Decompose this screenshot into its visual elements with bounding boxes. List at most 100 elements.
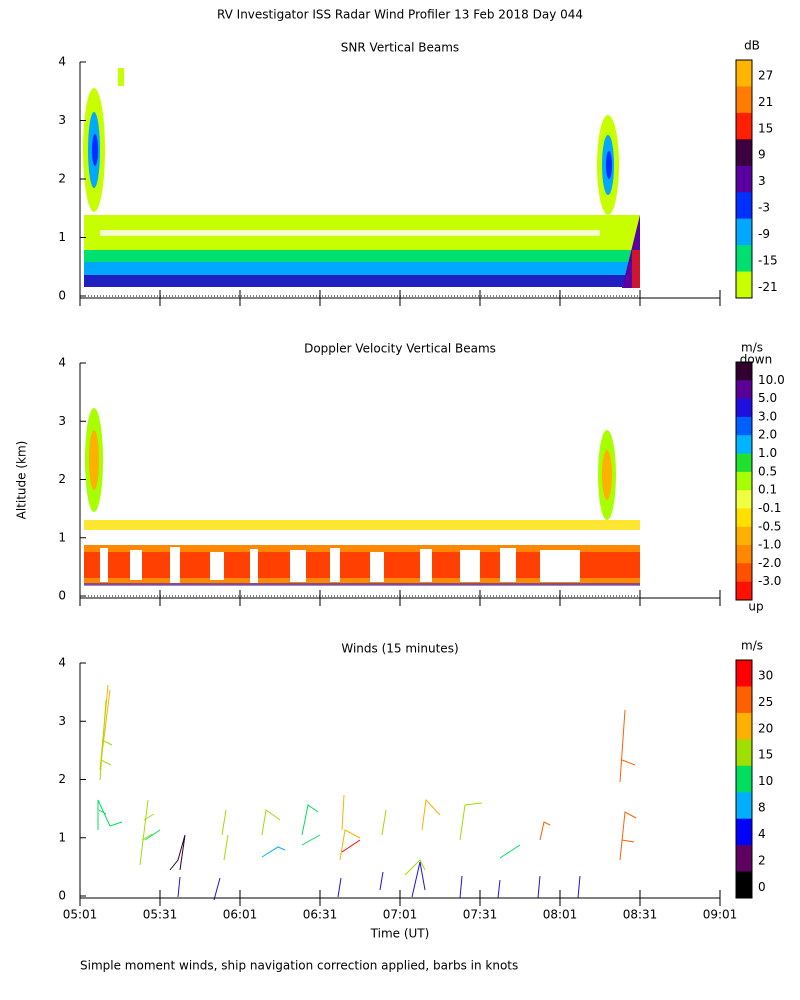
colorbar-label: 2.0 (758, 428, 777, 442)
colorbar-label: -0.5 (758, 519, 781, 533)
colorbar-label: 0 (758, 880, 766, 894)
x-tick-label: 05:01 (63, 908, 98, 922)
colorbar-band (736, 271, 752, 299)
colorbar-band (736, 792, 752, 820)
y-tick-label: 1 (58, 530, 66, 544)
wind-barbs (97, 684, 637, 901)
panel-title: Winds (15 minutes) (341, 642, 458, 656)
colorbar-frame (735, 659, 753, 899)
colorbar-band (736, 453, 752, 473)
colorbar-label: -3 (758, 201, 770, 215)
colorbar-band (736, 416, 752, 436)
y-tick-label: 3 (58, 414, 66, 428)
colorbar-band (736, 686, 752, 714)
colorbar-unit: dB (744, 39, 760, 53)
colorbar-band (736, 86, 752, 114)
colorbar-band (736, 165, 752, 193)
x-tick-label: 07:01 (383, 908, 418, 922)
y-tick-label: 1 (58, 230, 66, 244)
y-tick-label: 4 (58, 55, 66, 69)
colorbar-band (736, 581, 752, 601)
colorbar-band (736, 739, 752, 767)
colorbar-band (736, 712, 752, 740)
colorbar-label: 15 (758, 748, 773, 762)
colorbar-band (736, 60, 752, 87)
y-axis-label: Altitude (km) (15, 441, 29, 520)
y-tick-label: 2 (58, 772, 66, 786)
colorbar-band (736, 139, 752, 167)
colorbar-label: 30 (758, 668, 773, 682)
colorbar-label: 27 (758, 68, 773, 82)
colorbar-band (736, 871, 752, 899)
figure-title: RV Investigator ISS Radar Wind Profiler … (217, 8, 583, 22)
colorbar-band (736, 192, 752, 220)
colorbar-label: 0.5 (758, 464, 777, 478)
colorbar-label: -21 (758, 280, 778, 294)
colorbar-label: -1.0 (758, 538, 781, 552)
panel-title: Doppler Velocity Vertical Beams (304, 342, 496, 356)
colorbar-frame (735, 59, 753, 299)
colorbar-bottom-label: up (748, 600, 763, 614)
colorbar-band (736, 563, 752, 583)
colorbar-label: 9 (758, 148, 766, 162)
colorbar-band (736, 818, 752, 846)
y-tick-label: 3 (58, 113, 66, 127)
x-tick-label: 08:01 (543, 908, 578, 922)
colorbar-label: 25 (758, 695, 773, 709)
colorbar-label: -2.0 (758, 556, 781, 570)
colorbar-band (736, 545, 752, 564)
colorbar-label: -3.0 (758, 574, 781, 588)
snr-field (83, 68, 640, 288)
colorbar-band (736, 362, 752, 381)
colorbar-band (736, 218, 752, 246)
colorbar-label: 20 (758, 721, 773, 735)
colorbar-label: 8 (758, 801, 766, 815)
colorbar-label: 10.0 (758, 373, 785, 387)
doppler-field (84, 408, 640, 586)
x-axis-label: Time (UT) (370, 927, 430, 941)
x-tick-label: 08:31 (623, 908, 658, 922)
colorbar-label: 15 (758, 121, 773, 135)
colorbar-label: 21 (758, 95, 773, 109)
y-tick-label: 4 (58, 656, 66, 670)
colorbar-label: 1.0 (758, 446, 777, 460)
colorbar-band (736, 765, 752, 793)
y-tick-label: 0 (58, 589, 66, 603)
colorbar-label: 5.0 (758, 391, 777, 405)
y-tick-label: 2 (58, 172, 66, 186)
x-tick-label: 06:01 (223, 908, 258, 922)
colorbar-band (736, 435, 752, 455)
footnote: Simple moment winds, ship navigation cor… (80, 959, 518, 973)
colorbar-band (736, 490, 752, 509)
x-tick-label: 06:31 (303, 908, 338, 922)
colorbar-band (736, 526, 752, 546)
y-tick-label: 0 (58, 289, 66, 303)
y-tick-label: 1 (58, 830, 66, 844)
colorbar-label: -9 (758, 227, 770, 241)
colorbar-label: 3 (758, 174, 766, 188)
colorbar-frame (735, 361, 753, 601)
x-tick-label: 09:01 (703, 908, 738, 922)
colorbar-label: -15 (758, 253, 778, 267)
colorbar-unit: m/s (741, 341, 763, 355)
colorbar-band (736, 245, 752, 273)
colorbar-band (736, 471, 752, 491)
y-tick-label: 3 (58, 714, 66, 728)
y-tick-label: 2 (58, 472, 66, 486)
colorbar-band (736, 845, 752, 873)
colorbar-band (736, 660, 752, 687)
colorbar-label: 2 (758, 853, 766, 867)
y-tick-label: 4 (58, 356, 66, 370)
x-tick-label: 07:31 (463, 908, 498, 922)
colorbar-label: 10 (758, 774, 773, 788)
colorbar-label: 4 (758, 827, 766, 841)
colorbar-band (736, 112, 752, 140)
colorbar-band (736, 398, 752, 418)
colorbar-label: 3.0 (758, 409, 777, 423)
colorbar-band (736, 380, 752, 400)
panel-title: SNR Vertical Beams (341, 41, 459, 55)
x-tick-label: 05:31 (143, 908, 178, 922)
colorbar-label: -0.1 (758, 501, 781, 515)
